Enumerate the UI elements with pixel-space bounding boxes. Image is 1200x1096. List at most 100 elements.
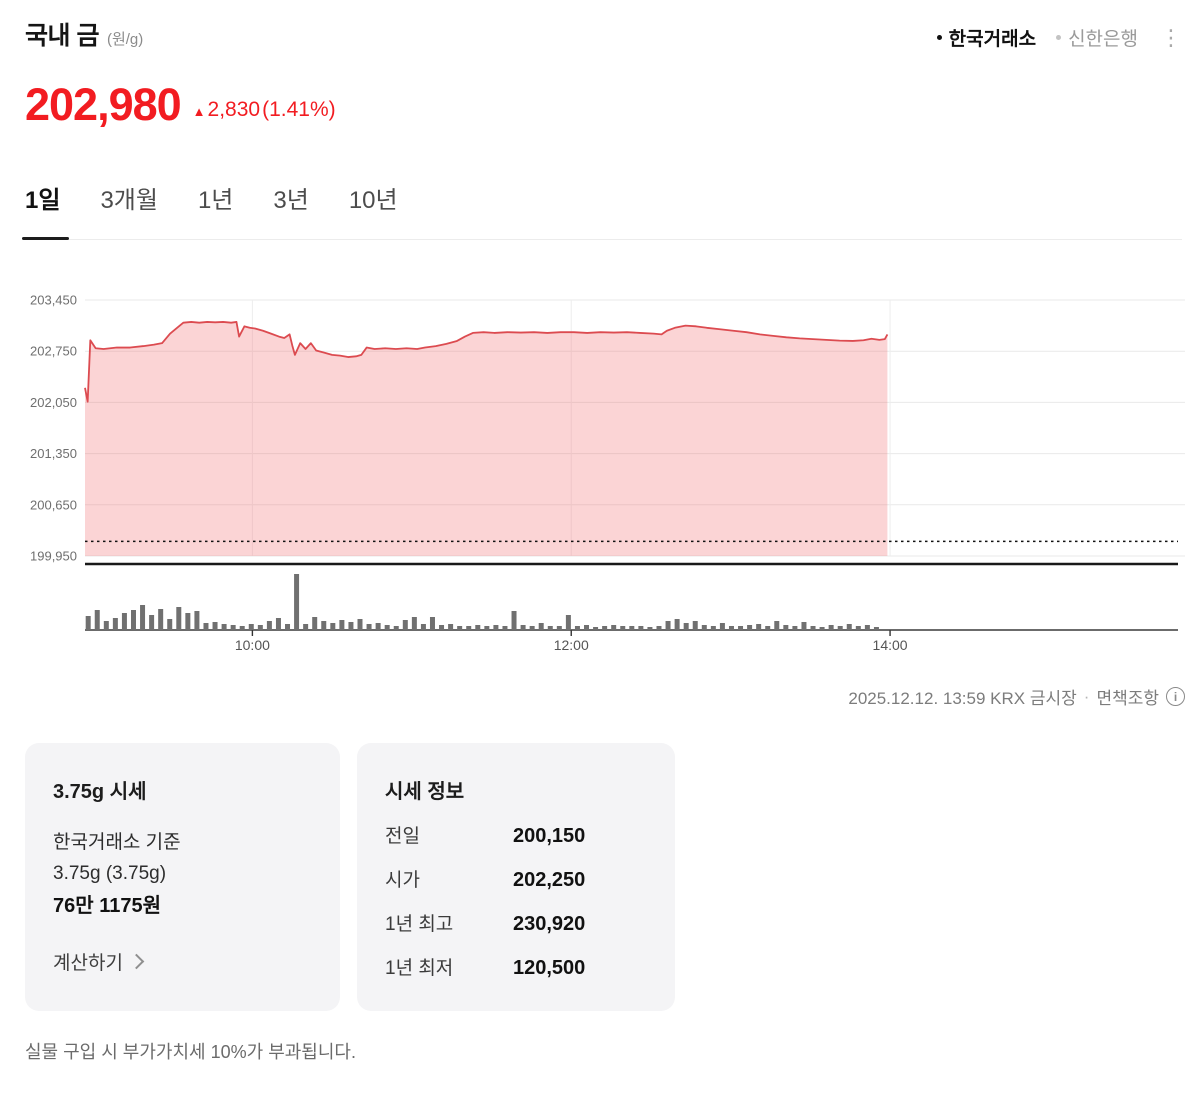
volume-bar xyxy=(176,607,182,630)
volume-bar xyxy=(140,605,146,630)
volume-bar xyxy=(701,625,707,630)
tab-period-2[interactable]: 1년 xyxy=(197,187,234,214)
quote-row-value: 120,500 xyxy=(513,957,586,979)
volume-bar xyxy=(738,626,744,630)
price-chart[interactable]: 203,450 202,750 202,050 201,350 200,650 199,9… xyxy=(0,284,1200,674)
volume-bar xyxy=(429,617,435,630)
x-axis-label: 10:00 xyxy=(235,637,270,653)
chevron-right-icon xyxy=(128,954,145,970)
y-axis-label: 201,350 xyxy=(30,446,77,461)
volume-bar xyxy=(511,611,517,630)
volume-bar xyxy=(121,613,127,630)
more-menu-icon[interactable]: ⋮ xyxy=(1160,24,1182,50)
volume-bar xyxy=(611,625,617,630)
volume-bar xyxy=(493,625,499,630)
volume-bar xyxy=(520,625,526,630)
source-toggle-group: 한국거래소 신한은행 ⋮ xyxy=(936,24,1184,51)
volume-bar xyxy=(484,626,490,630)
unit-quote-title: 3.75g 시세 xyxy=(53,781,147,803)
quote-info-row: 전일 200,150 xyxy=(385,821,647,848)
volume-bar xyxy=(257,625,263,630)
active-tab-indicator xyxy=(22,237,69,240)
volume-bar xyxy=(94,610,100,630)
volume-bar xyxy=(411,617,417,630)
volume-bar xyxy=(339,620,345,630)
volume-bar xyxy=(728,626,734,630)
volume-bar xyxy=(584,625,590,630)
quote-row-label: 시가 xyxy=(385,870,420,891)
x-axis-label: 14:00 xyxy=(873,637,908,653)
volume-bar xyxy=(855,626,861,630)
y-axis-label: 202,050 xyxy=(30,395,77,410)
tab-baseline xyxy=(25,239,1182,240)
price-block: 202,980 ▲ 2,830 (1.41%) xyxy=(25,82,336,127)
volume-bar xyxy=(556,626,562,630)
volume-bar xyxy=(828,625,834,630)
volume-bar xyxy=(638,626,644,630)
price-unit-label: (원/g) xyxy=(106,31,144,48)
volume-bar xyxy=(574,626,580,630)
volume-bar xyxy=(792,626,798,630)
volume-bar xyxy=(810,626,816,630)
volume-bar xyxy=(312,617,318,630)
unit-quote-basis: 한국거래소 기준 xyxy=(53,832,181,853)
volume-bar xyxy=(402,620,408,630)
quote-info-title: 시세 정보 xyxy=(385,781,465,803)
quote-info-row: 시가 202,250 xyxy=(385,865,647,892)
volume-bar xyxy=(357,619,363,630)
tab-period-1[interactable]: 3개월 xyxy=(100,187,158,214)
disclaimer-link[interactable]: 면책조항 xyxy=(1096,689,1159,708)
volume-bar xyxy=(330,623,336,630)
volume-bar xyxy=(629,626,635,630)
tab-period-4[interactable]: 10년 xyxy=(348,187,398,214)
volume-bar xyxy=(384,625,390,630)
volume-bar xyxy=(602,626,608,630)
unit-quote-weight: 3.75g (3.75g) xyxy=(53,862,167,884)
volume-bar xyxy=(294,574,300,630)
volume-bar xyxy=(375,623,381,630)
volume-bar xyxy=(221,624,227,630)
volume-bar xyxy=(547,626,553,630)
volume-bar xyxy=(248,624,254,630)
unit-quote-card: 3.75g 시세 한국거래소 기준 3.75g (3.75g) 76만 1175… xyxy=(25,743,340,1011)
page-title: 국내 금 xyxy=(25,22,99,50)
volume-bar xyxy=(647,627,653,630)
source-label: 신한은행 xyxy=(1068,29,1138,50)
volume-bar xyxy=(774,621,780,630)
quote-row-value: 202,250 xyxy=(513,869,586,891)
volume-bar xyxy=(158,609,164,630)
volume-bar xyxy=(275,618,281,630)
volume-bar xyxy=(393,626,399,630)
volume-bar xyxy=(538,623,544,630)
volume-bar xyxy=(756,624,762,630)
volume-bar xyxy=(149,615,155,630)
volume-bar xyxy=(819,627,825,630)
change-percent: (1.41%) xyxy=(262,98,336,121)
volume-bar xyxy=(303,624,309,630)
volume-bar xyxy=(837,626,843,630)
volume-bar xyxy=(529,626,535,630)
page-header: 국내 금 (원/g) xyxy=(25,16,143,52)
tab-period-0[interactable]: 1일 xyxy=(25,187,61,214)
calculator-link[interactable]: 계산하기 xyxy=(53,948,145,975)
source-option-0[interactable]: 한국거래소 xyxy=(936,24,1036,51)
quote-info-row: 1년 최저 120,500 xyxy=(385,953,647,980)
price-change: ▲ 2,830 (1.41%) xyxy=(193,98,336,127)
volume-bar xyxy=(348,622,354,630)
volume-bar xyxy=(448,624,454,630)
quote-row-value: 200,150 xyxy=(513,825,586,847)
current-price: 202,980 xyxy=(25,79,182,130)
volume-bar xyxy=(212,622,218,630)
source-option-1[interactable]: 신한은행 xyxy=(1056,24,1138,51)
volume-bar xyxy=(266,621,272,630)
timestamp: 2025.12.12. 13:59 KRX 금시장 xyxy=(848,689,1077,708)
tab-period-3[interactable]: 3년 xyxy=(273,187,309,214)
volume-bar xyxy=(130,610,136,630)
volume-bar xyxy=(203,623,209,630)
volume-bar xyxy=(420,624,426,630)
volume-bar xyxy=(593,627,599,630)
volume-bar xyxy=(103,621,109,630)
volume-bar xyxy=(185,613,191,630)
info-icon[interactable]: i xyxy=(1166,687,1185,706)
volume-bar xyxy=(846,624,852,630)
